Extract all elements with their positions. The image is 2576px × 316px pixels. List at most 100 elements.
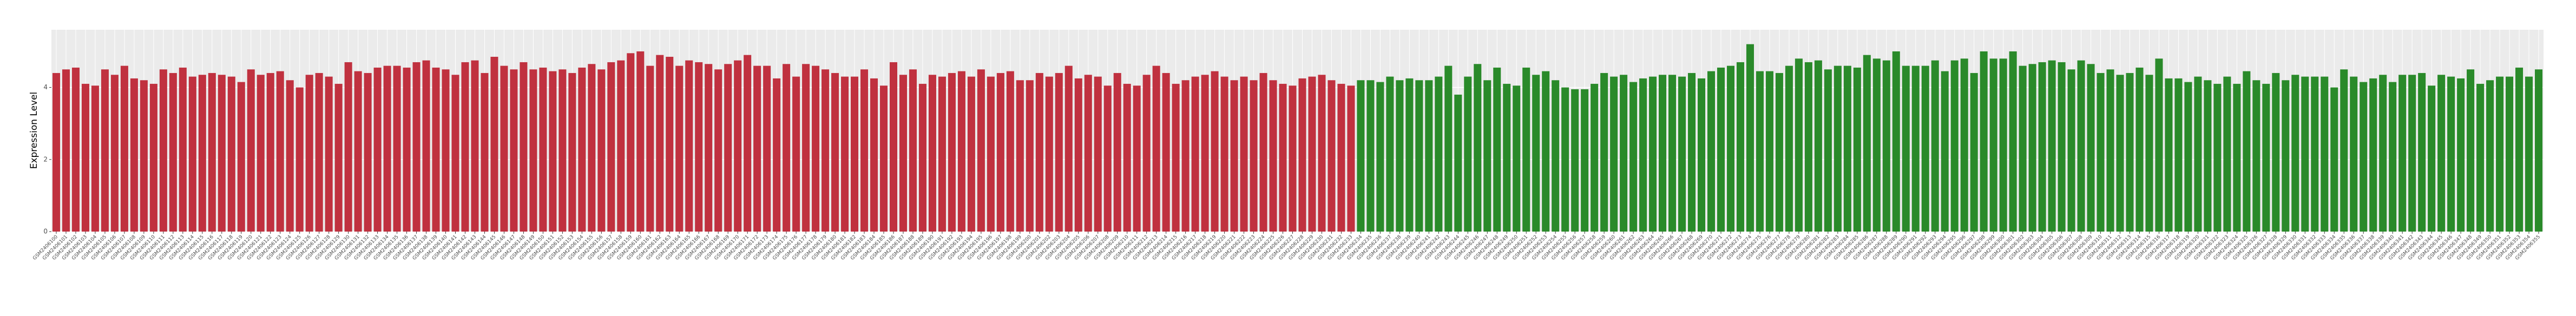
bar bbox=[2534, 69, 2543, 232]
bar bbox=[2204, 80, 2212, 232]
bar bbox=[1785, 65, 1793, 232]
bar bbox=[110, 75, 119, 232]
bar bbox=[1318, 75, 1326, 232]
bar bbox=[1970, 73, 1978, 232]
bar bbox=[957, 71, 965, 232]
bar bbox=[305, 75, 313, 232]
bar bbox=[889, 62, 898, 232]
bar bbox=[1668, 75, 1677, 232]
bar bbox=[792, 76, 800, 232]
bar bbox=[1435, 76, 1443, 232]
bar bbox=[1152, 65, 1160, 232]
bar bbox=[101, 69, 109, 232]
bar bbox=[1026, 80, 1034, 232]
bar bbox=[1999, 58, 2007, 232]
bar bbox=[2048, 60, 2056, 232]
bar bbox=[286, 80, 294, 232]
bar bbox=[169, 73, 177, 232]
bar bbox=[1074, 78, 1082, 232]
bar bbox=[383, 65, 391, 232]
bar bbox=[763, 65, 771, 232]
bar bbox=[1464, 76, 1472, 232]
bar bbox=[2038, 62, 2046, 232]
bar bbox=[675, 65, 684, 232]
bar bbox=[481, 73, 489, 232]
y-tick-label: 0 bbox=[43, 228, 48, 235]
bar bbox=[1765, 71, 1773, 232]
bar bbox=[948, 73, 956, 232]
bar bbox=[734, 60, 742, 232]
bar bbox=[2262, 83, 2270, 232]
bar bbox=[2515, 67, 2524, 232]
bar bbox=[1162, 73, 1170, 232]
bar bbox=[1474, 64, 1482, 232]
bar bbox=[81, 83, 89, 232]
bar bbox=[2174, 78, 2183, 232]
bar bbox=[1055, 73, 1063, 232]
bar bbox=[568, 73, 576, 232]
bar bbox=[1532, 75, 1540, 232]
bar bbox=[237, 82, 245, 232]
bar bbox=[2106, 69, 2114, 232]
bar bbox=[2145, 75, 2153, 232]
bar bbox=[1298, 78, 1306, 232]
bar bbox=[1522, 67, 1530, 232]
bar bbox=[870, 78, 878, 232]
bar bbox=[1035, 73, 1043, 232]
bar bbox=[2428, 85, 2436, 232]
bar bbox=[403, 67, 411, 232]
bar bbox=[1191, 76, 1199, 232]
y-tick-label: 4 bbox=[43, 83, 48, 91]
bar bbox=[2135, 67, 2144, 232]
bar bbox=[1376, 82, 1384, 232]
bar bbox=[607, 62, 615, 232]
bar bbox=[2058, 62, 2066, 232]
bar bbox=[2437, 75, 2446, 232]
bar bbox=[2389, 82, 2397, 232]
bar bbox=[1931, 60, 1939, 232]
bar bbox=[1493, 67, 1501, 232]
bar bbox=[2408, 75, 2416, 232]
bar bbox=[1843, 65, 1851, 232]
bar bbox=[520, 62, 528, 232]
bar bbox=[1659, 75, 1667, 232]
bar bbox=[1444, 65, 1453, 232]
bar bbox=[159, 69, 167, 232]
bar bbox=[1707, 71, 1716, 232]
bar bbox=[2233, 83, 2241, 232]
bar bbox=[987, 76, 995, 232]
bar bbox=[2077, 60, 2085, 232]
bar bbox=[1113, 73, 1121, 232]
bar bbox=[1561, 87, 1569, 232]
bar bbox=[198, 75, 206, 232]
bar bbox=[1824, 69, 1832, 232]
bar bbox=[1250, 80, 1258, 232]
bar bbox=[918, 83, 926, 232]
bar bbox=[2350, 76, 2358, 232]
bar bbox=[851, 76, 859, 232]
bar bbox=[1911, 65, 1920, 232]
bar bbox=[967, 76, 975, 232]
bar bbox=[257, 75, 265, 232]
bar bbox=[52, 73, 61, 232]
bar bbox=[1746, 44, 1754, 232]
bar bbox=[1571, 89, 1579, 232]
bar bbox=[1513, 85, 1521, 232]
bar bbox=[120, 65, 128, 232]
bar bbox=[91, 85, 99, 232]
y-tick-label: 2 bbox=[43, 155, 48, 163]
bar bbox=[1328, 80, 1336, 232]
bar bbox=[2282, 80, 2290, 232]
bar bbox=[1123, 83, 1131, 232]
bar bbox=[2272, 73, 2280, 232]
bar bbox=[1853, 67, 1861, 232]
bar bbox=[1552, 80, 1560, 232]
bar bbox=[1620, 75, 1628, 232]
bar bbox=[1941, 71, 1949, 232]
bar bbox=[1688, 73, 1696, 232]
bar bbox=[1726, 65, 1734, 232]
bar bbox=[1425, 80, 1433, 232]
bar bbox=[2311, 76, 2319, 232]
